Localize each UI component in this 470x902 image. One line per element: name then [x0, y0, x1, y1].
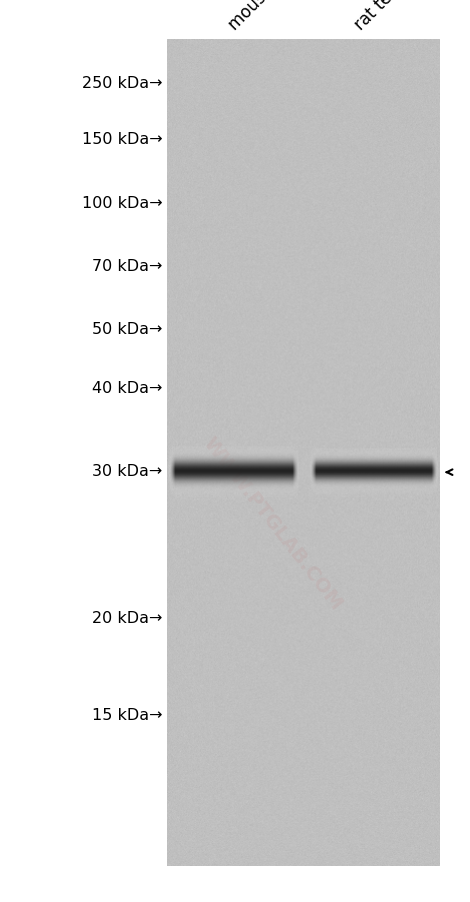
Text: 20 kDa→: 20 kDa→: [92, 611, 162, 625]
Text: rat testis: rat testis: [352, 0, 417, 34]
Text: 15 kDa→: 15 kDa→: [92, 707, 162, 722]
Text: 100 kDa→: 100 kDa→: [81, 196, 162, 210]
Text: 40 kDa→: 40 kDa→: [92, 381, 162, 395]
Text: 250 kDa→: 250 kDa→: [82, 76, 162, 90]
Text: 70 kDa→: 70 kDa→: [92, 259, 162, 273]
Text: 30 kDa→: 30 kDa→: [92, 464, 162, 478]
Text: WWW.PTGLAB.COM: WWW.PTGLAB.COM: [199, 433, 346, 613]
Text: mouse testis: mouse testis: [225, 0, 313, 34]
Text: 150 kDa→: 150 kDa→: [81, 133, 162, 147]
Text: 50 kDa→: 50 kDa→: [92, 322, 162, 336]
